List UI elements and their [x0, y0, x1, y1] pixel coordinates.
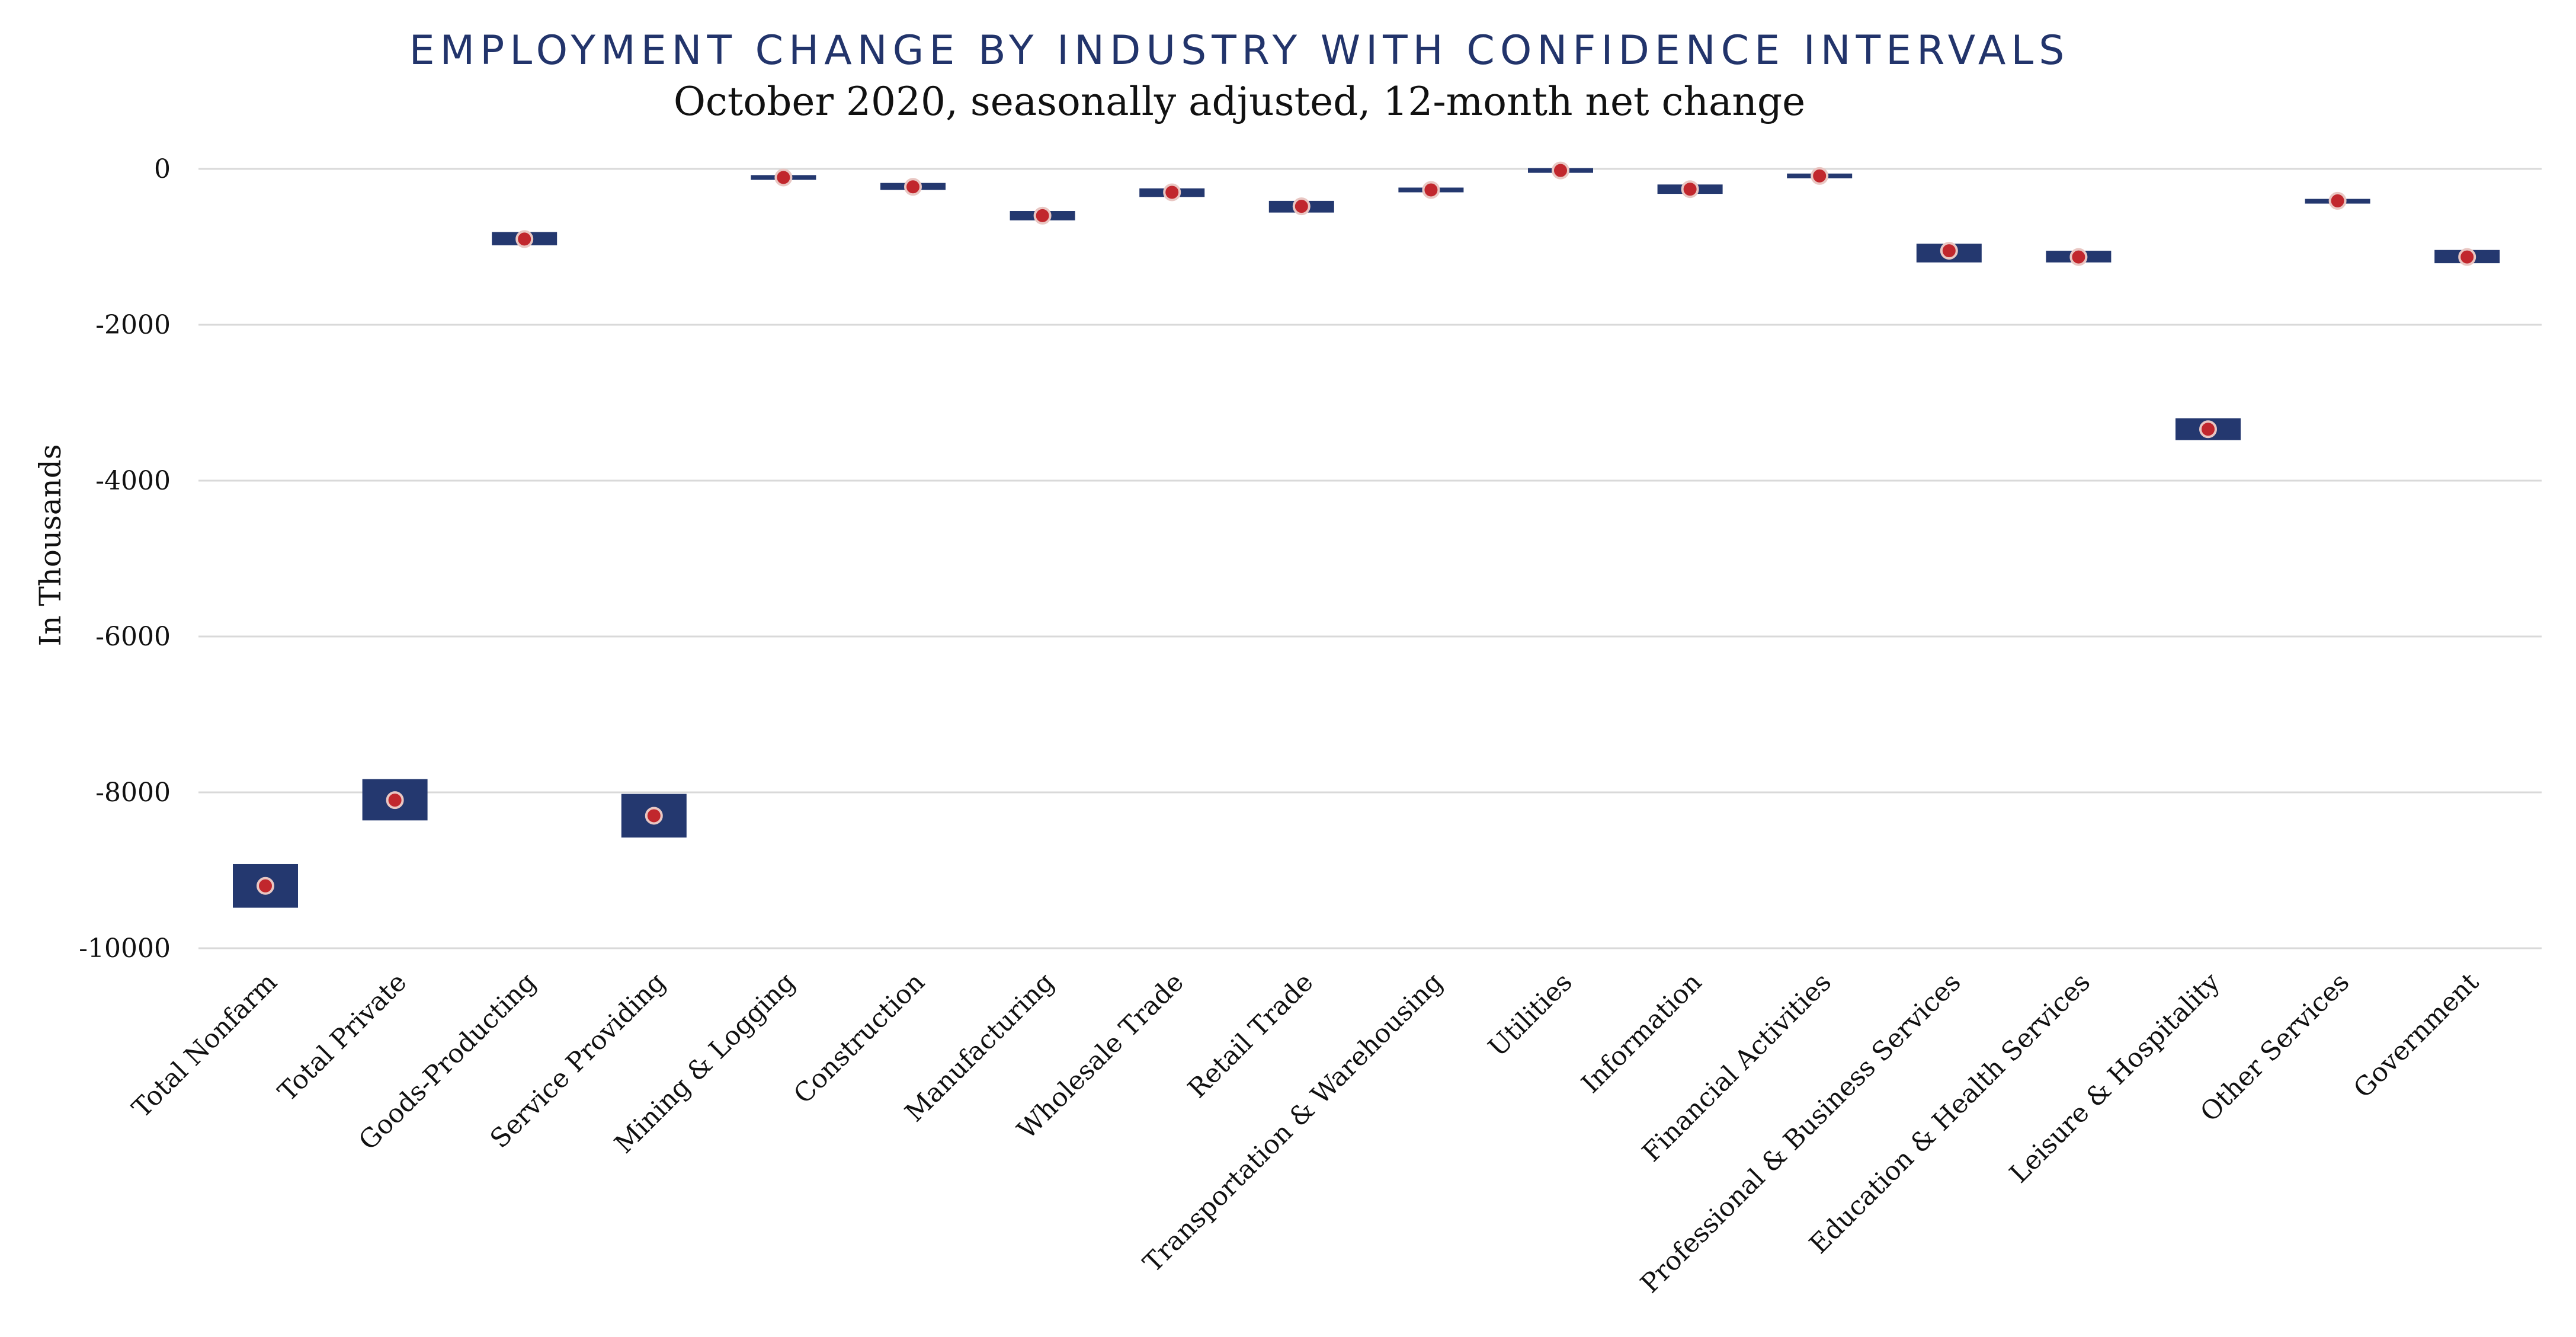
estimate-point — [904, 178, 922, 196]
estimate-point — [1811, 167, 1829, 185]
estimate-point — [1940, 242, 1958, 260]
estimate-point — [1681, 180, 1699, 199]
y-axis-label: In Thousands — [33, 444, 68, 646]
x-tick-label: Total Private — [273, 967, 413, 1108]
estimate-point — [1163, 183, 1181, 201]
chart-subtitle: October 2020, seasonally adjusted, 12-mo… — [674, 79, 1805, 124]
estimate-point — [1422, 181, 1440, 199]
y-tick-label: -8000 — [95, 778, 171, 808]
estimate-point — [1033, 206, 1052, 225]
grid — [198, 168, 2542, 949]
estimate-point — [257, 877, 274, 895]
estimate-point — [645, 807, 663, 825]
confidence-intervals — [233, 168, 2500, 908]
y-axis-ticks: 0 -2000 -4000 -6000 -8000 -10000 — [79, 154, 171, 964]
x-tick-label: Education & Health Services — [1803, 967, 2096, 1260]
estimate-point — [2458, 248, 2476, 266]
x-tick-label: Information — [1576, 967, 1708, 1099]
estimates — [257, 161, 2476, 895]
x-tick-label: Leisure & Hospitality — [2004, 967, 2226, 1189]
y-tick-label: -4000 — [95, 466, 171, 496]
y-tick-label: -10000 — [79, 933, 171, 964]
estimate-point — [2069, 248, 2088, 266]
y-tick-label: -2000 — [95, 310, 171, 340]
estimate-point — [1552, 161, 1569, 180]
x-tick-label: Utilities — [1482, 967, 1578, 1063]
x-tick-label: Government — [2348, 967, 2485, 1103]
x-tick-label: Total Nonfarm — [126, 967, 283, 1124]
y-tick-label: -6000 — [95, 622, 171, 652]
estimate-point — [2199, 420, 2217, 439]
x-tick-label: Retail Trade — [1182, 967, 1319, 1104]
x-tick-label: Construction — [788, 967, 931, 1110]
estimate-point — [515, 230, 534, 248]
y-tick-label: 0 — [154, 154, 171, 184]
estimate-point — [774, 168, 793, 187]
estimate-point — [386, 791, 404, 810]
estimate-point — [1292, 197, 1311, 216]
estimate-point — [2328, 191, 2347, 210]
chart-title: EMPLOYMENT CHANGE BY INDUSTRY WITH CONFI… — [409, 27, 2070, 74]
